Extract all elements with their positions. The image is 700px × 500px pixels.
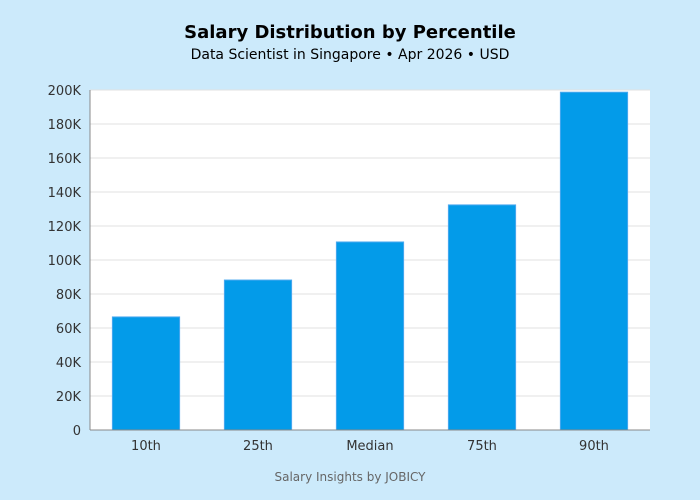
x-tick-label: 90th [579,439,609,454]
y-tick-label: 60K [56,322,82,337]
y-tick-label: 20K [56,390,82,405]
y-tick-label: 0 [73,424,81,439]
bar-75th [447,204,517,431]
y-tick-label: 180K [48,118,82,133]
x-tick-label: 10th [131,439,161,454]
y-tick-label: 100K [48,254,82,269]
y-tick-label: 160K [48,152,82,167]
y-tick-label: 200K [48,84,82,99]
chart-title: Salary Distribution by Percentile [184,22,516,43]
y-tick-label: 140K [48,186,82,201]
y-tick-label: 40K [56,356,82,371]
bar-median [335,241,405,431]
chart-credit: Salary Insights by JOBICY [274,470,426,484]
y-tick-label: 120K [48,220,82,235]
bar-90th [559,91,629,431]
bar-25th [223,279,293,431]
bar-10th [111,316,181,431]
y-tick-label: 80K [56,288,82,303]
chart-subtitle: Data Scientist in Singapore • Apr 2026 •… [190,47,510,63]
x-tick-label: 25th [243,439,273,454]
x-tick-label: 75th [467,439,497,454]
x-tick-label: Median [346,439,393,454]
